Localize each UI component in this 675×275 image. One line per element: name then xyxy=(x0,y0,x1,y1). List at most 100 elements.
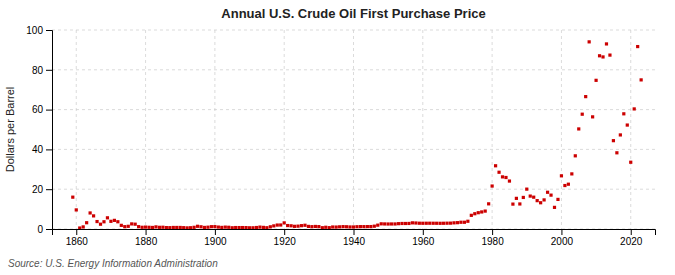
y-tick-label: 40 xyxy=(32,144,44,155)
point xyxy=(484,209,487,212)
point xyxy=(407,222,410,225)
point xyxy=(75,208,78,211)
point xyxy=(619,133,622,136)
y-tick: 0 xyxy=(37,224,52,235)
point xyxy=(244,226,247,229)
y-tick: 60 xyxy=(32,104,52,115)
point xyxy=(158,226,161,229)
grid xyxy=(52,30,655,229)
point xyxy=(182,226,185,229)
x-grid-line xyxy=(76,30,77,229)
point xyxy=(574,154,577,157)
point xyxy=(199,225,202,228)
y-tick-label: 80 xyxy=(32,65,44,76)
point xyxy=(342,225,345,228)
x-grid-line xyxy=(353,30,354,229)
point xyxy=(359,225,362,228)
point xyxy=(241,226,244,229)
chart-container: 1860188019001920194019601980200020200204… xyxy=(0,0,675,275)
point xyxy=(238,226,241,229)
point xyxy=(543,198,546,201)
point xyxy=(376,224,379,227)
point xyxy=(397,222,400,225)
point xyxy=(487,202,490,205)
point xyxy=(497,171,500,174)
x-grid-line xyxy=(422,30,423,229)
point xyxy=(445,222,448,225)
point xyxy=(82,225,85,228)
point xyxy=(151,226,154,229)
point xyxy=(494,164,497,167)
x-tick: 2020 xyxy=(620,229,643,247)
point xyxy=(196,225,199,228)
point xyxy=(331,225,334,228)
point xyxy=(567,183,570,186)
point xyxy=(175,226,178,229)
x-tick-label: 1940 xyxy=(343,236,366,247)
point xyxy=(123,225,126,228)
point xyxy=(324,226,327,229)
point xyxy=(296,225,299,228)
x-grid-line xyxy=(214,30,215,229)
point xyxy=(442,222,445,225)
point xyxy=(272,224,275,227)
point xyxy=(300,224,303,227)
point xyxy=(588,40,591,43)
x-tick-label: 1960 xyxy=(412,236,435,247)
point xyxy=(470,214,473,217)
chart-svg: 1860188019001920194019601980200020200204… xyxy=(0,0,675,275)
point xyxy=(85,221,88,224)
point xyxy=(120,224,123,227)
x-tick: 1880 xyxy=(135,229,158,247)
x-grid-line xyxy=(145,30,146,229)
point xyxy=(234,226,237,229)
point xyxy=(612,139,615,142)
point xyxy=(626,123,629,126)
y-tick-label: 100 xyxy=(26,25,43,36)
x-grid-line xyxy=(561,30,562,229)
points xyxy=(71,40,643,229)
x-grid-line xyxy=(492,30,493,229)
x-tick-mark xyxy=(561,229,562,235)
point xyxy=(532,196,535,199)
point xyxy=(393,222,396,225)
point xyxy=(179,226,182,229)
x-tick-label: 1920 xyxy=(274,236,297,247)
y-tick-mark xyxy=(46,110,52,111)
point xyxy=(594,79,597,82)
point xyxy=(71,196,74,199)
point xyxy=(380,222,383,225)
y-tick-mark xyxy=(46,149,52,150)
y-tick-label: 20 xyxy=(32,184,44,195)
point xyxy=(439,222,442,225)
y-tick: 20 xyxy=(32,184,52,195)
point xyxy=(303,224,306,227)
point xyxy=(525,188,528,191)
point xyxy=(262,226,265,229)
point xyxy=(186,226,189,229)
x-tick-label: 2020 xyxy=(620,236,643,247)
point xyxy=(113,219,116,222)
x-tick-label: 1980 xyxy=(481,236,504,247)
point xyxy=(265,226,268,229)
point xyxy=(615,151,618,154)
y-tick: 80 xyxy=(32,65,52,76)
x-tick-label: 1860 xyxy=(66,236,89,247)
x-tick: 1980 xyxy=(481,229,504,247)
point xyxy=(161,226,164,229)
point xyxy=(251,226,254,229)
point xyxy=(213,225,216,228)
x-axis: 186018801900192019401960198020002020 xyxy=(53,229,656,247)
point xyxy=(220,226,223,229)
point xyxy=(310,225,313,228)
point xyxy=(387,222,390,225)
point xyxy=(95,220,98,223)
point xyxy=(321,226,324,229)
point xyxy=(560,174,563,177)
point xyxy=(141,226,144,229)
x-tick-mark xyxy=(492,229,493,235)
point xyxy=(172,226,175,229)
plot-area: 1860188019001920194019601980200020200204… xyxy=(26,25,655,247)
point xyxy=(345,225,348,228)
point xyxy=(348,225,351,228)
